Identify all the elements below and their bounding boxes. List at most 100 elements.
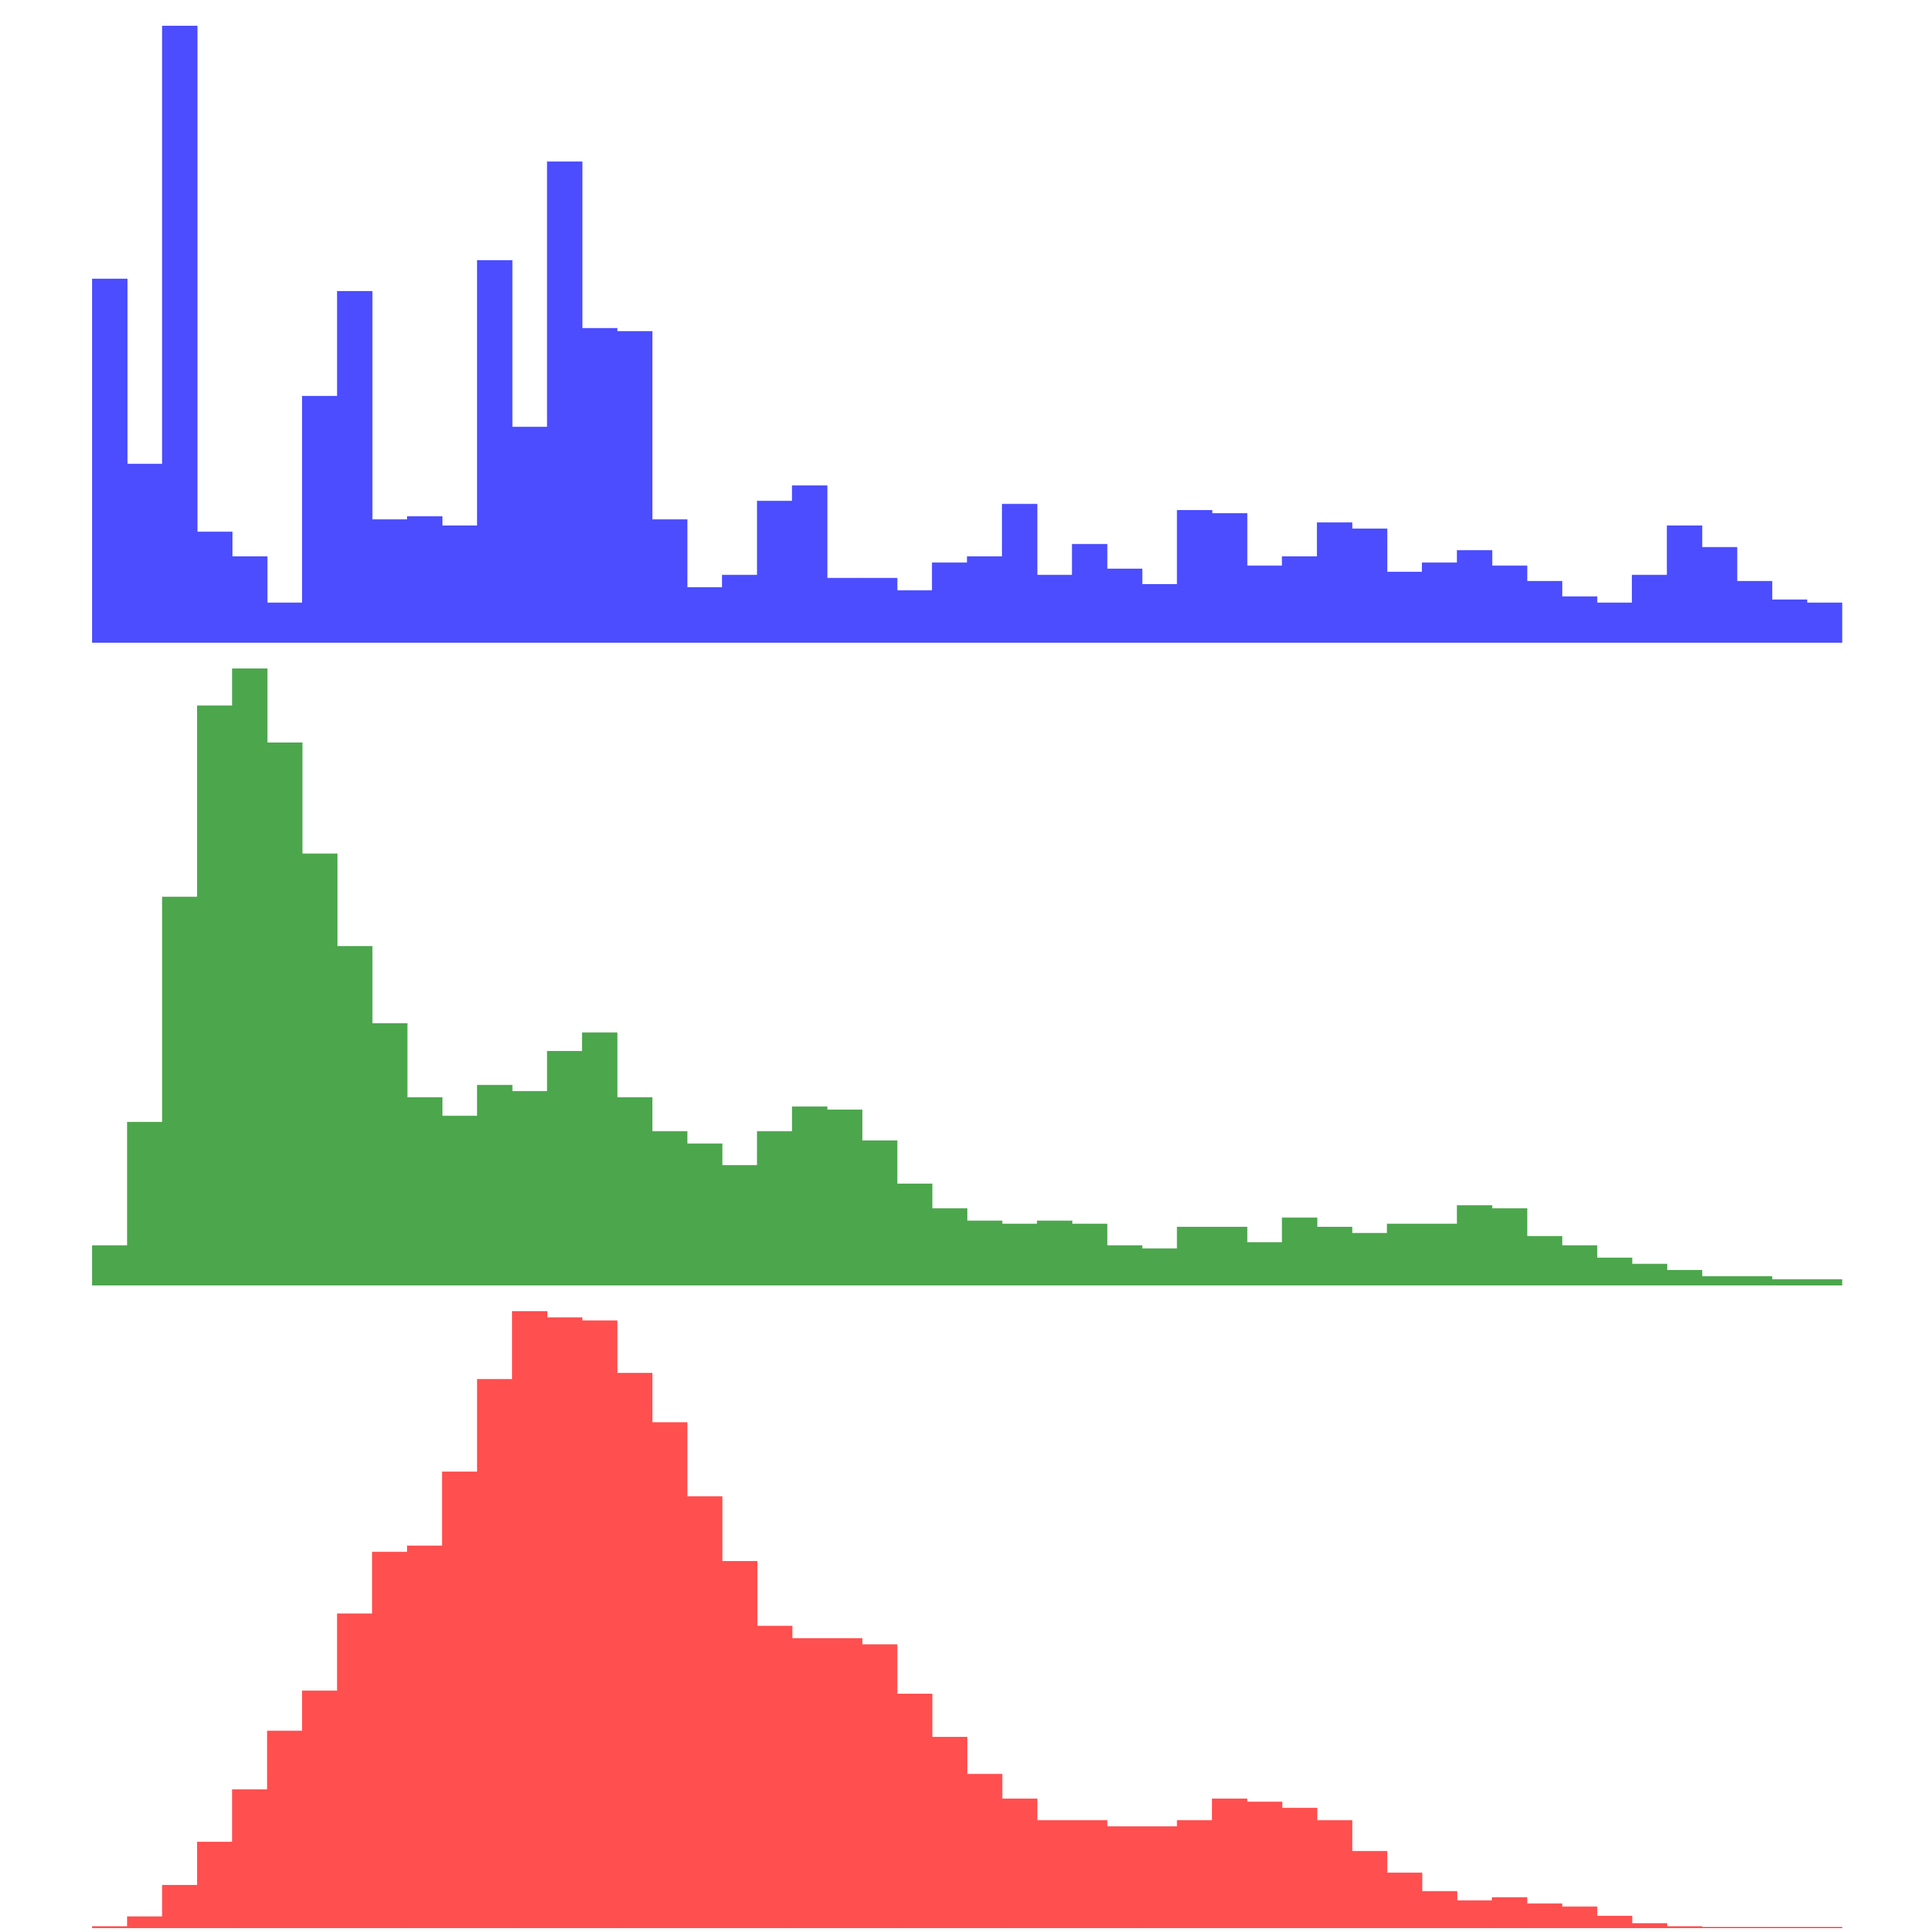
histogram-bar-red-17: [687, 1496, 723, 1928]
histogram-bar-green-37: [1387, 1224, 1423, 1285]
histogram-bar-green-18: [722, 1165, 758, 1285]
histogram-bar-green-2: [162, 896, 198, 1285]
histogram-bar-green-46: [1701, 1276, 1738, 1285]
histogram-bar-green-13: [547, 1050, 583, 1285]
histogram-bar-red-26: [1001, 1798, 1037, 1928]
histogram-bar-red-35: [1316, 1820, 1352, 1928]
histogram-bar-blue-32: [1211, 513, 1247, 643]
histogram-bar-red-5: [267, 1730, 303, 1928]
histogram-bar-red-3: [197, 1841, 232, 1928]
histogram-bar-green-30: [1142, 1248, 1178, 1285]
histogram-bar-red-11: [477, 1379, 513, 1928]
histogram-bar-green-38: [1421, 1224, 1457, 1285]
histogram-bar-green-1: [127, 1122, 163, 1285]
histogram-bar-red-29: [1106, 1826, 1142, 1928]
histogram-bar-green-12: [512, 1091, 548, 1285]
histogram-bar-green-23: [896, 1183, 933, 1285]
histogram-bar-red-20: [791, 1638, 828, 1928]
histogram-bar-green-49: [1806, 1279, 1842, 1285]
histogram-bar-green-24: [932, 1208, 968, 1285]
histogram-bar-green-21: [827, 1109, 863, 1285]
histogram-bar-green-3: [197, 705, 232, 1285]
histogram-bar-blue-30: [1142, 583, 1178, 643]
histogram-bar-green-22: [862, 1140, 898, 1285]
histogram-bar-blue-26: [1001, 504, 1037, 643]
histogram-bar-red-15: [617, 1372, 653, 1928]
histogram-bar-red-33: [1247, 1801, 1283, 1928]
histogram-bar-green-35: [1316, 1226, 1352, 1285]
histogram-bar-red-46: [1701, 1927, 1738, 1928]
histogram-bar-green-42: [1562, 1245, 1598, 1285]
histogram-bar-red-8: [372, 1551, 408, 1928]
histogram-bar-red-16: [652, 1422, 688, 1928]
histogram-bar-green-11: [477, 1084, 513, 1285]
histogram-bar-blue-43: [1596, 602, 1633, 643]
histogram-bar-green-17: [687, 1143, 723, 1285]
histogram-bar-red-27: [1037, 1820, 1073, 1928]
histogram-bar-green-31: [1177, 1226, 1213, 1285]
histogram-bar-red-38: [1421, 1891, 1457, 1928]
histogram-bar-green-29: [1106, 1245, 1142, 1285]
histogram-bar-green-19: [757, 1131, 793, 1285]
histogram-bar-green-27: [1037, 1220, 1073, 1285]
histogram-bar-red-45: [1667, 1926, 1703, 1928]
histogram-bar-green-43: [1596, 1257, 1633, 1285]
histogram-bar-red-12: [512, 1311, 548, 1928]
histogram-bar-blue-6: [302, 395, 337, 643]
histogram-bar-green-28: [1072, 1224, 1108, 1285]
histogram-bar-red-1: [127, 1916, 163, 1928]
histogram-bar-blue-12: [512, 426, 548, 643]
histogram-bar-red-19: [757, 1625, 793, 1928]
histogram-bar-red-24: [932, 1737, 968, 1928]
histogram-bar-blue-20: [791, 485, 828, 643]
histogram-bar-blue-49: [1806, 602, 1842, 643]
histogram-panel-blue: [92, 26, 1842, 643]
histogram-bar-blue-35: [1316, 522, 1352, 643]
histogram-bar-blue-45: [1667, 525, 1703, 643]
histogram-bar-blue-2: [162, 26, 198, 643]
histogram-bar-blue-48: [1772, 599, 1808, 643]
histogram-bar-green-20: [791, 1106, 828, 1285]
histogram-bar-green-33: [1247, 1242, 1283, 1285]
histogram-bar-green-26: [1001, 1224, 1037, 1285]
histogram-bar-blue-25: [967, 556, 1003, 643]
histogram-bar-blue-33: [1247, 565, 1283, 643]
histogram-bar-green-0: [92, 1245, 128, 1285]
histogram-bar-blue-47: [1736, 581, 1772, 643]
histogram-bar-green-25: [967, 1220, 1003, 1285]
histogram-bar-red-30: [1142, 1826, 1178, 1928]
histogram-bar-red-44: [1631, 1923, 1667, 1928]
histogram-bar-red-43: [1596, 1915, 1633, 1928]
histogram-bar-red-42: [1562, 1906, 1598, 1928]
histogram-bar-green-34: [1282, 1217, 1318, 1285]
histogram-bar-red-32: [1211, 1798, 1247, 1928]
histogram-bar-green-9: [407, 1097, 442, 1285]
histogram-bar-blue-13: [547, 161, 583, 643]
histogram-panel-green: [92, 668, 1842, 1285]
histogram-bar-green-41: [1526, 1236, 1562, 1285]
histogram-panel-red: [92, 1311, 1842, 1928]
histogram-bar-blue-28: [1072, 544, 1108, 643]
histogram-bar-green-48: [1772, 1279, 1808, 1285]
histogram-bar-blue-24: [932, 562, 968, 643]
histogram-bar-blue-18: [722, 574, 758, 643]
histogram-bar-blue-34: [1282, 556, 1318, 643]
histogram-bar-red-49: [1806, 1927, 1842, 1928]
histogram-bar-red-10: [442, 1472, 478, 1928]
histogram-bar-red-28: [1072, 1820, 1108, 1928]
histogram-bar-blue-10: [442, 525, 478, 643]
histogram-bar-red-34: [1282, 1808, 1318, 1928]
histogram-bar-red-9: [407, 1546, 442, 1928]
histogram-bar-green-8: [372, 1023, 408, 1285]
histogram-bar-green-45: [1667, 1270, 1703, 1285]
histogram-bar-green-40: [1492, 1208, 1528, 1285]
histogram-bar-red-47: [1736, 1927, 1772, 1928]
histogram-bar-red-25: [967, 1774, 1003, 1928]
histogram-bar-red-23: [896, 1693, 933, 1928]
histogram-bar-green-36: [1352, 1233, 1388, 1285]
histogram-bar-red-6: [302, 1690, 337, 1928]
histogram-bar-red-48: [1772, 1927, 1808, 1928]
histogram-bar-green-39: [1457, 1205, 1493, 1285]
